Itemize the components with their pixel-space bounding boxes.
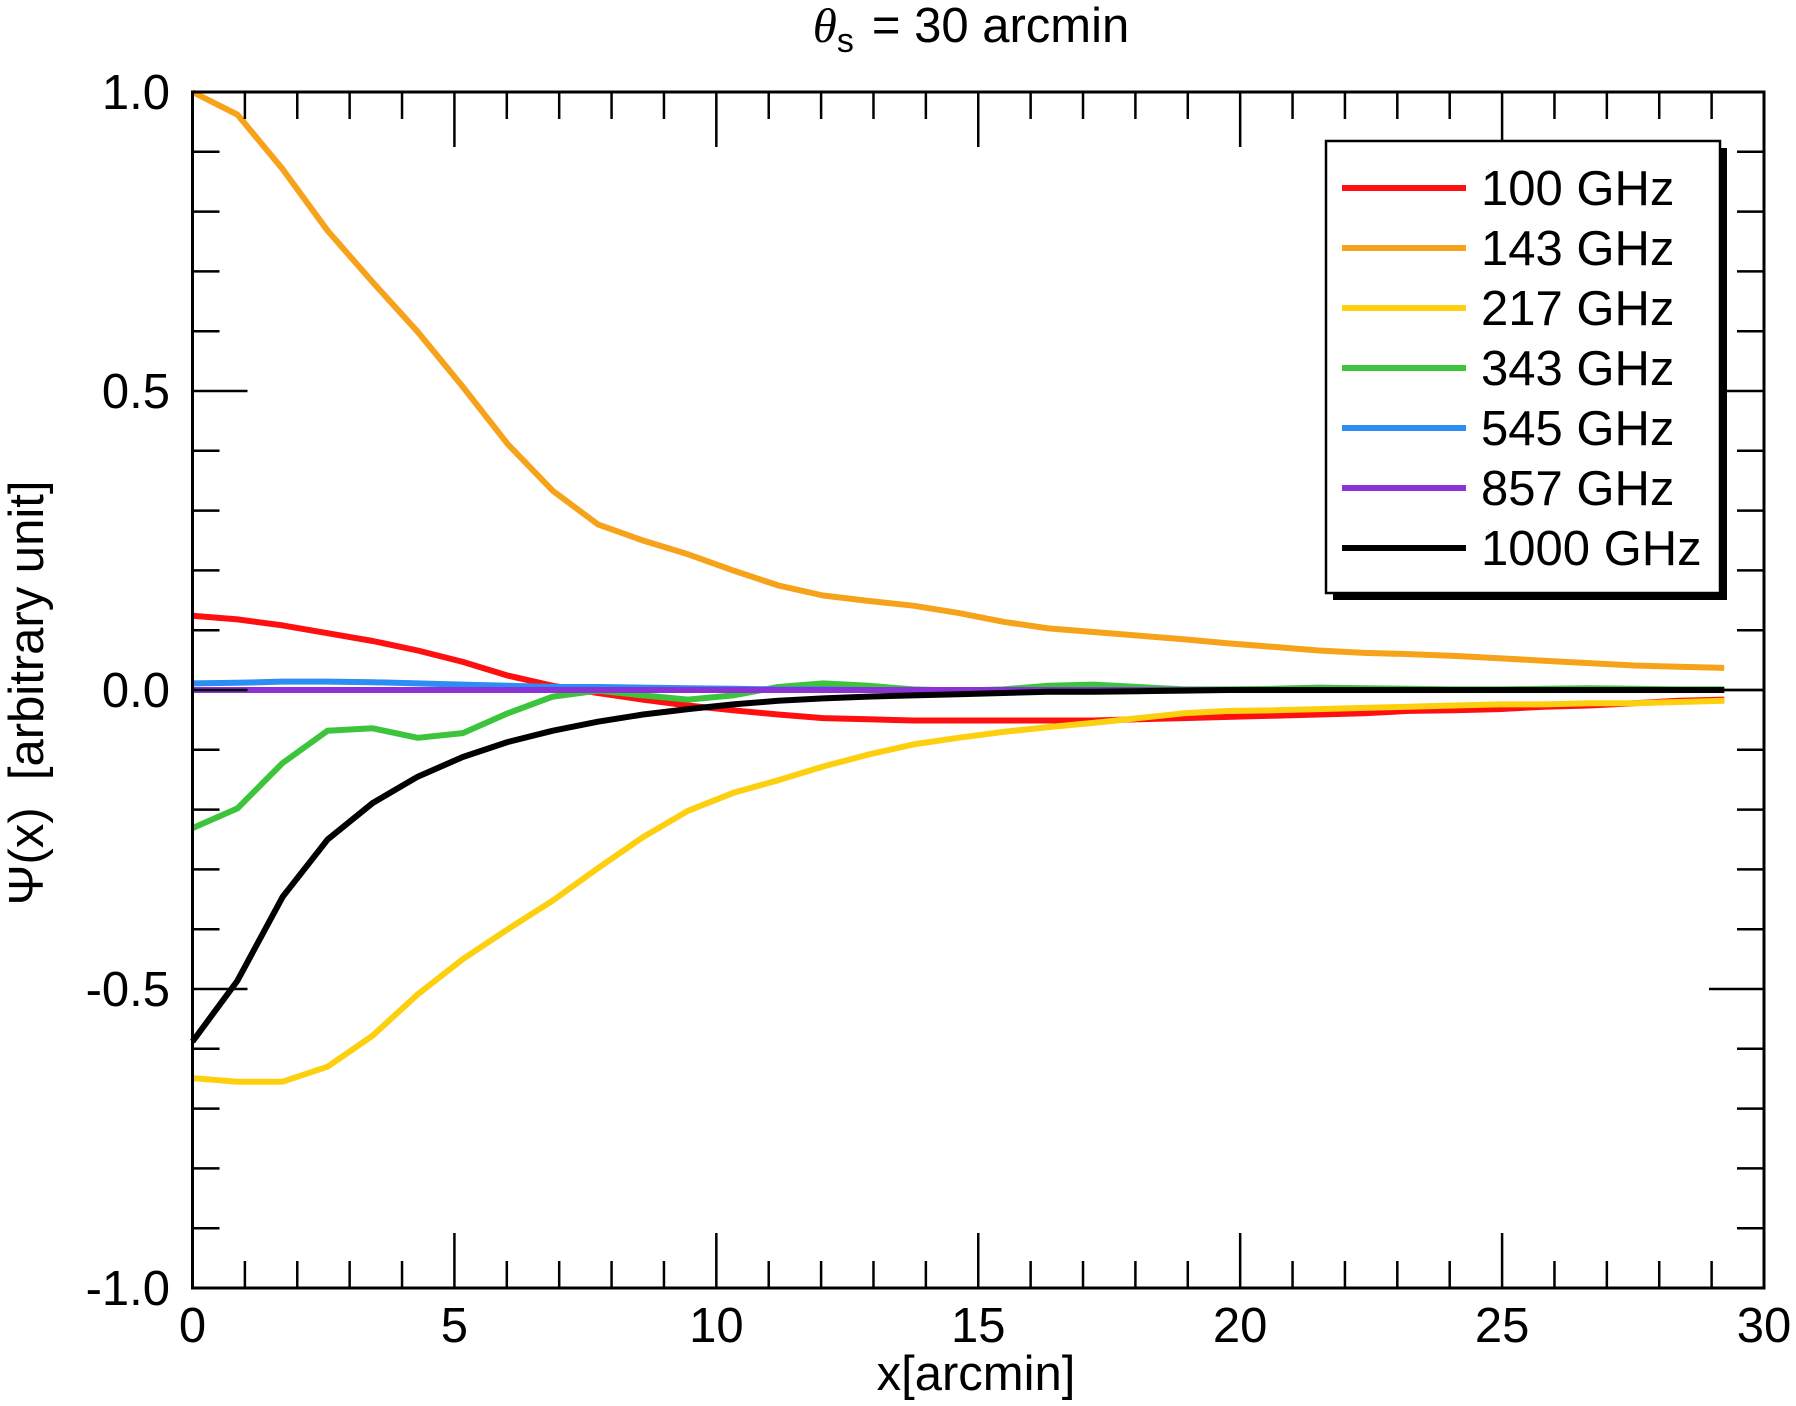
title-text: = 30 arcmin [872, 0, 1129, 53]
legend-label-1000-ghz: 1000 GHz [1481, 522, 1702, 576]
legend-label-217-ghz: 217 GHz [1481, 282, 1674, 336]
x-tick-label-20: 20 [1213, 1299, 1268, 1353]
legend-label-343-ghz: 343 GHz [1481, 342, 1674, 396]
x-tick-label-15: 15 [951, 1299, 1006, 1353]
x-tick-label-30: 30 [1737, 1299, 1792, 1353]
series-line-143-ghz [191, 89, 1725, 671]
x-axis-label: x[arcmin] [877, 1347, 1076, 1401]
y-tick-label-0-5: 0.5 [102, 365, 170, 419]
y-tick-label-1-0: 1.0 [102, 66, 170, 120]
x-tick-label-5: 5 [441, 1299, 468, 1353]
series-line-1000-ghz [190, 687, 1725, 1044]
title-symbol: θ [813, 0, 837, 53]
x-tick-label-10: 10 [689, 1299, 744, 1353]
series-line-100-ghz [192, 612, 1725, 724]
chart-title: θs = 30 arcmin [813, 0, 1129, 60]
legend-label-857-ghz: 857 GHz [1481, 462, 1674, 516]
title-subscript: s [837, 22, 854, 60]
x-tick-label-0: 0 [179, 1299, 206, 1353]
y-tick-label-0-0: 0.0 [102, 664, 170, 718]
series-layer [190, 89, 1725, 1085]
legend-label-100-ghz: 100 GHz [1481, 162, 1674, 216]
series-line-217-ghz [192, 697, 1725, 1085]
legend-label-143-ghz: 143 GHz [1481, 222, 1674, 276]
legend: 100 GHz 143 GHz 217 GHz 343 GHz 545 GHz 857 G… [1324, 139, 1727, 600]
x-tick-label-25: 25 [1475, 1299, 1530, 1353]
y-tick-label-minus-1-0: -1.0 [86, 1262, 170, 1316]
y-tick-label-minus-0-5: -0.5 [86, 963, 170, 1017]
y-axis-label: Ψ(x) [arbitrary unit] [0, 481, 54, 906]
legend-label-545-ghz: 545 GHz [1481, 402, 1674, 456]
tick-label-layer: 0 5 10 15 20 25 30 1.0 0.5 0.0 -0.5 -1.0 [86, 66, 1792, 1353]
